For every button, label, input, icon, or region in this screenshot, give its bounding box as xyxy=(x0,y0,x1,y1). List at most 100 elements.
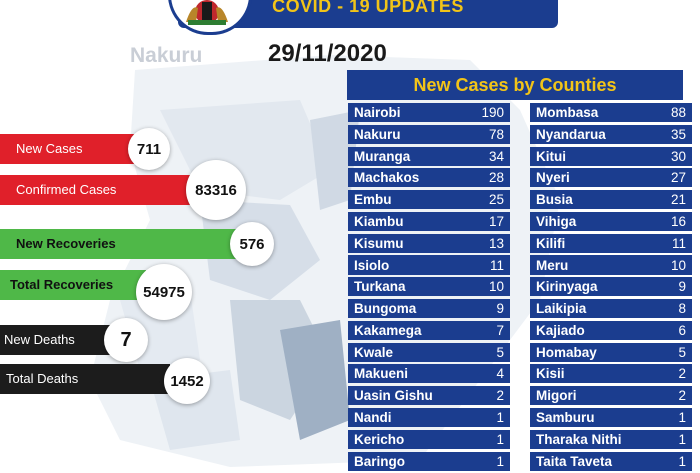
county-row: Kitui 30 xyxy=(530,146,692,166)
county-case-count: 1 xyxy=(496,409,504,425)
county-name: Kwale xyxy=(354,344,394,360)
county-row: Makueni 4 xyxy=(348,364,510,384)
county-case-count: 1 xyxy=(496,453,504,469)
county-name: Nyandarua xyxy=(536,126,606,142)
county-name: Machakos xyxy=(354,170,420,186)
county-case-count: 6 xyxy=(678,322,686,338)
county-case-count: 13 xyxy=(488,235,504,251)
county-row: Bungoma 9 xyxy=(348,299,510,319)
county-name: Nairobi xyxy=(354,105,401,121)
county-row: Kwale 5 xyxy=(348,342,510,362)
county-name: Turkana xyxy=(354,279,406,295)
county-case-count: 1 xyxy=(496,431,504,447)
county-case-count: 2 xyxy=(496,388,504,404)
county-name: Uasin Gishu xyxy=(354,388,433,404)
county-row: Taita Taveta 1 xyxy=(530,451,692,471)
county-case-count: 5 xyxy=(678,344,686,360)
county-case-count: 11 xyxy=(671,235,686,251)
county-name: Nandi xyxy=(354,409,392,425)
new-deaths-value: 7 xyxy=(104,318,148,362)
county-row: Kilifi 11 xyxy=(530,233,692,253)
county-case-count: 78 xyxy=(488,126,504,142)
county-case-count: 30 xyxy=(670,148,686,164)
county-row: Kiambu 17 xyxy=(348,211,510,231)
map-county-label: Nakuru xyxy=(130,44,203,67)
county-row: Isiolo 11 xyxy=(348,255,510,275)
county-name: Nakuru xyxy=(354,126,401,142)
county-case-count: 35 xyxy=(670,126,686,142)
county-table-left-column: Nairobi 190 Nakuru 78 Muranga 34 Machakos 28 Emb… xyxy=(348,103,510,473)
county-case-count: 28 xyxy=(488,170,504,186)
county-case-count: 1 xyxy=(678,409,686,425)
confirmed-cases-value: 83316 xyxy=(186,160,246,220)
county-row: Busia 21 xyxy=(530,190,692,210)
county-row: Uasin Gishu 2 xyxy=(348,386,510,406)
new-recoveries-label: New Recoveries xyxy=(16,236,116,251)
county-row: Kisii 2 xyxy=(530,364,692,384)
county-row: Migori 2 xyxy=(530,386,692,406)
county-case-count: 1 xyxy=(678,431,686,447)
county-name: Homabay xyxy=(536,344,597,360)
county-case-count: 9 xyxy=(678,279,686,295)
county-name: Vihiga xyxy=(536,213,577,229)
county-name: Kisumu xyxy=(354,235,404,251)
county-row: Machakos 28 xyxy=(348,168,510,188)
county-case-count: 34 xyxy=(488,148,504,164)
new-recoveries-bar: New Recoveries xyxy=(0,229,242,259)
county-name: Taita Taveta xyxy=(536,453,613,469)
county-row: Nakuru 78 xyxy=(348,124,510,144)
county-name: Makueni xyxy=(354,366,409,382)
total-deaths-bar: Total Deaths xyxy=(0,364,170,394)
county-name: Samburu xyxy=(536,409,595,425)
county-name: Laikipia xyxy=(536,301,587,317)
county-row: Kajiado 6 xyxy=(530,320,692,340)
county-row: Kisumu 13 xyxy=(348,233,510,253)
new-cases-label: New Cases xyxy=(16,141,83,156)
county-case-count: 25 xyxy=(488,192,504,208)
county-row: Homabay 5 xyxy=(530,342,692,362)
county-name: Nyeri xyxy=(536,170,570,186)
new-cases-value: 711 xyxy=(128,128,170,170)
county-case-count: 2 xyxy=(678,388,686,404)
coat-of-arms-icon xyxy=(186,0,228,25)
confirmed-cases-label: Confirmed Cases xyxy=(16,182,117,197)
county-row: Nyeri 27 xyxy=(530,168,692,188)
county-table-title: New Cases by Counties xyxy=(347,70,683,100)
county-case-count: 5 xyxy=(496,344,504,360)
county-name: Muranga xyxy=(354,148,411,164)
county-row: Turkana 10 xyxy=(348,277,510,297)
confirmed-cases-bar: Confirmed Cases xyxy=(0,175,198,205)
county-name: Meru xyxy=(536,257,569,273)
county-row: Nandi 1 xyxy=(348,407,510,428)
county-case-count: 21 xyxy=(670,192,686,208)
county-name: Migori xyxy=(536,388,577,404)
county-row: Samburu 1 xyxy=(530,407,692,428)
county-case-count: 2 xyxy=(678,366,686,382)
county-case-count: 4 xyxy=(496,366,504,382)
county-case-count: 10 xyxy=(670,257,686,273)
county-row: Kirinyaga 9 xyxy=(530,277,692,297)
county-row: Vihiga 16 xyxy=(530,211,692,231)
county-row: Muranga 34 xyxy=(348,146,510,166)
total-recoveries-bar: Total Recoveries xyxy=(0,270,146,300)
county-row: Tharaka Nithi 1 xyxy=(530,429,692,449)
county-name: Kilifi xyxy=(536,235,566,251)
county-case-count: 1 xyxy=(678,453,686,469)
county-case-count: 9 xyxy=(496,301,504,317)
county-name: Isiolo xyxy=(354,257,390,273)
county-name: Kisii xyxy=(536,366,565,382)
county-case-count: 17 xyxy=(488,213,504,229)
county-row: Laikipia 8 xyxy=(530,299,692,319)
total-recoveries-value: 54975 xyxy=(136,264,192,320)
county-name: Kiambu xyxy=(354,213,404,229)
county-case-count: 7 xyxy=(496,322,504,338)
county-name: Kitui xyxy=(536,148,566,164)
county-name: Embu xyxy=(354,192,392,208)
county-row: Embu 25 xyxy=(348,190,510,210)
total-deaths-label: Total Deaths xyxy=(6,371,79,386)
county-case-count: 27 xyxy=(670,170,686,186)
county-case-count: 10 xyxy=(488,279,504,295)
county-case-count: 88 xyxy=(670,105,686,121)
header-title: COVID - 19 UPDATES xyxy=(272,0,464,16)
new-recoveries-value: 576 xyxy=(230,222,274,266)
